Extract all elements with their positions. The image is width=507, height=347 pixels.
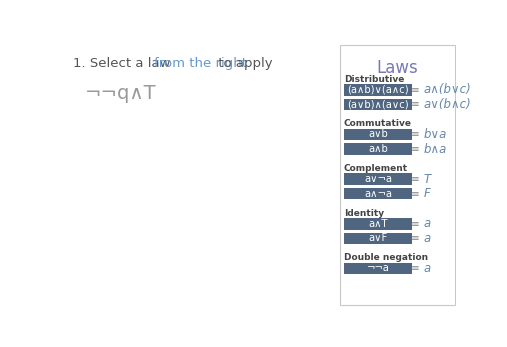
Text: (a∧b)∨(a∧c): (a∧b)∨(a∧c) bbox=[347, 85, 409, 95]
Text: F: F bbox=[424, 187, 430, 200]
Text: Identity: Identity bbox=[344, 209, 384, 218]
Text: Double negation: Double negation bbox=[344, 253, 428, 262]
Text: a∨F: a∨F bbox=[369, 234, 388, 243]
Text: ¬¬a: ¬¬a bbox=[367, 263, 389, 273]
Text: a: a bbox=[424, 262, 431, 275]
Text: to apply: to apply bbox=[214, 57, 273, 70]
Text: ≡: ≡ bbox=[411, 219, 420, 229]
Text: a∧b: a∧b bbox=[368, 144, 388, 154]
Text: b∨a: b∨a bbox=[424, 128, 447, 141]
Text: a∧(b∨c): a∧(b∨c) bbox=[424, 83, 472, 96]
FancyBboxPatch shape bbox=[344, 99, 412, 110]
Text: ≡: ≡ bbox=[411, 263, 420, 273]
FancyBboxPatch shape bbox=[344, 129, 412, 140]
Text: Distributive: Distributive bbox=[344, 75, 404, 84]
Text: a∧T: a∧T bbox=[368, 219, 388, 229]
Text: a∨(b∧c): a∨(b∧c) bbox=[424, 98, 472, 111]
Text: (a∨b)∧(a∨c): (a∨b)∧(a∨c) bbox=[347, 99, 409, 109]
Text: a∧¬a: a∧¬a bbox=[364, 189, 392, 199]
Text: ≡: ≡ bbox=[411, 189, 420, 199]
FancyBboxPatch shape bbox=[344, 84, 412, 95]
Text: a: a bbox=[424, 217, 431, 230]
Text: b∧a: b∧a bbox=[424, 143, 447, 155]
Text: a: a bbox=[424, 232, 431, 245]
Text: ≡: ≡ bbox=[411, 99, 420, 109]
Text: a∨¬a: a∨¬a bbox=[364, 174, 392, 184]
FancyBboxPatch shape bbox=[344, 263, 412, 274]
Text: ¬¬q∧T: ¬¬q∧T bbox=[85, 84, 157, 103]
Text: Complement: Complement bbox=[344, 164, 408, 173]
Text: from the right: from the right bbox=[154, 57, 247, 70]
Text: a∨b: a∨b bbox=[368, 129, 388, 139]
Text: Commutative: Commutative bbox=[344, 119, 412, 128]
FancyBboxPatch shape bbox=[344, 143, 412, 155]
Text: ≡: ≡ bbox=[411, 144, 420, 154]
Text: T: T bbox=[424, 172, 431, 186]
FancyBboxPatch shape bbox=[344, 188, 412, 200]
Text: ≡: ≡ bbox=[411, 85, 420, 95]
Text: Laws: Laws bbox=[377, 59, 418, 77]
FancyBboxPatch shape bbox=[340, 45, 455, 305]
FancyBboxPatch shape bbox=[344, 232, 412, 244]
Text: ≡: ≡ bbox=[411, 234, 420, 243]
Text: ≡: ≡ bbox=[411, 174, 420, 184]
Text: 1. Select a law: 1. Select a law bbox=[73, 57, 174, 70]
FancyBboxPatch shape bbox=[344, 218, 412, 229]
Text: ≡: ≡ bbox=[411, 129, 420, 139]
FancyBboxPatch shape bbox=[344, 173, 412, 185]
